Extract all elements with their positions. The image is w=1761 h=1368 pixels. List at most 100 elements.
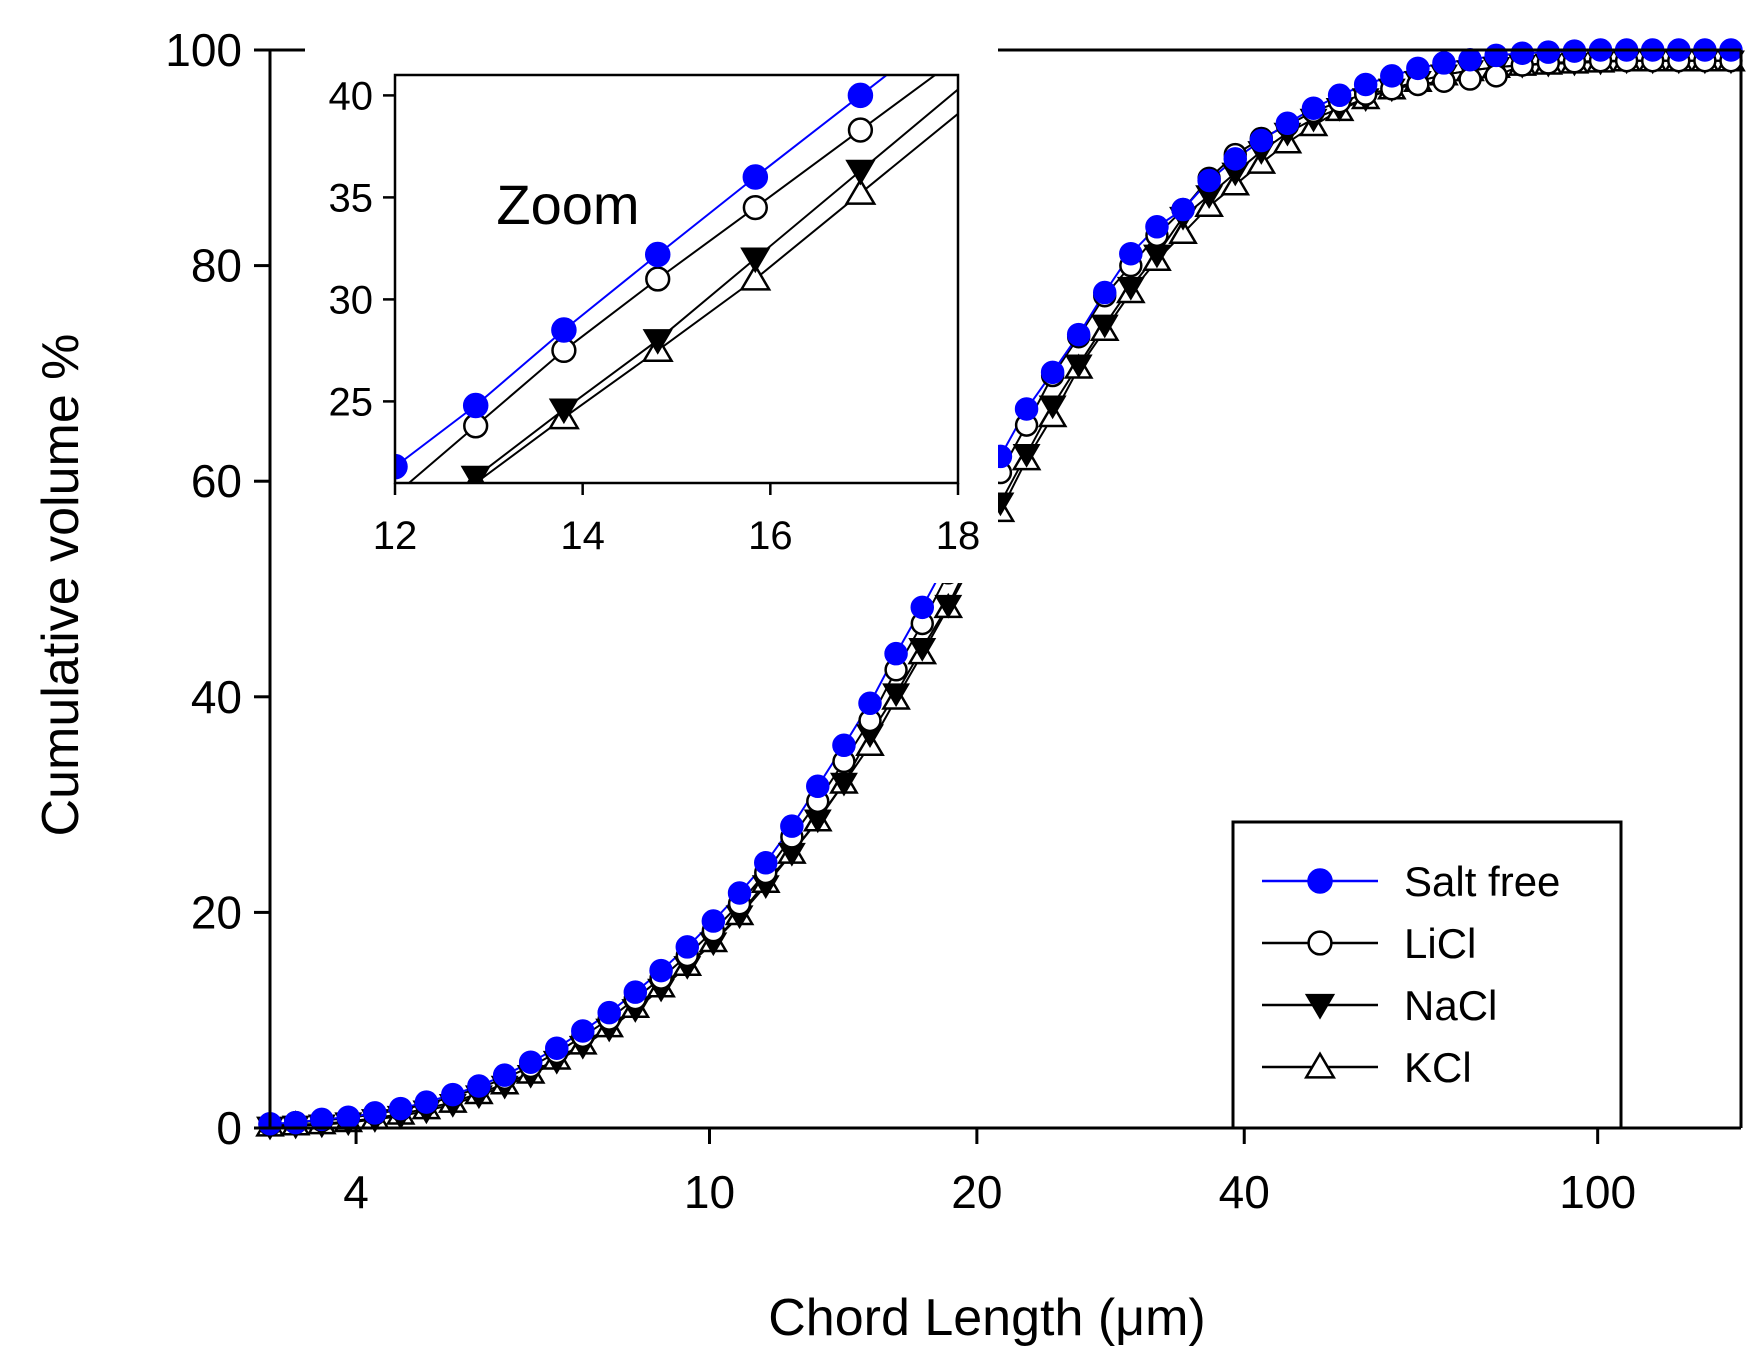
data-point-salt-free (1223, 147, 1248, 171)
y-axis-title: Cumulative volume % (32, 334, 90, 837)
inset-zoom-annotation: Zoom (496, 173, 639, 236)
data-point-salt-free (467, 1074, 491, 1098)
data-point-salt-free (363, 1101, 387, 1125)
inset-data-point-kcl (739, 263, 772, 291)
data-point-nacl (1038, 395, 1067, 420)
data-point-salt-free (1353, 72, 1378, 97)
legend-marker-licl (1307, 930, 1333, 956)
data-point-salt-free (1510, 41, 1535, 65)
data-point-kcl (1168, 218, 1198, 244)
y-tick-label: 20 (191, 886, 242, 938)
data-point-salt-free (884, 641, 908, 666)
data-point-salt-free (701, 909, 726, 933)
data-point-nacl (829, 772, 858, 797)
legend-marker-salt-free (1307, 868, 1333, 894)
data-point-salt-free (1014, 397, 1039, 421)
inset-data-point-salt-free (551, 317, 577, 343)
data-point-nacl (908, 638, 937, 662)
data-point-salt-free (571, 1019, 595, 1043)
inset-series-group (395, 75, 958, 483)
data-point-salt-free (1066, 322, 1091, 347)
data-point-salt-free (780, 814, 804, 838)
x-tick-label: 4 (343, 1166, 369, 1218)
data-point-salt-free (1119, 241, 1143, 266)
inset-data-point-licl (645, 266, 671, 292)
legend-label-nacl: NaCl (1404, 982, 1497, 1029)
inset-data-point-salt-free (644, 241, 671, 268)
data-point-salt-free (414, 1090, 439, 1114)
data-point-salt-free (597, 1000, 621, 1025)
inset-data-point-kcl (844, 177, 877, 205)
data-point-salt-free (1040, 360, 1065, 385)
data-point-salt-free (1432, 51, 1456, 75)
legend-marker-nacl (1304, 993, 1336, 1020)
data-point-salt-free (1092, 280, 1117, 305)
legend-label-salt-free: Salt free (1404, 858, 1560, 905)
legend-marker-kcl (1304, 1051, 1336, 1079)
data-point-salt-free (545, 1036, 569, 1060)
y-tick-label: 80 (191, 240, 242, 292)
data-point-salt-free (623, 980, 648, 1004)
inset-data-point-licl (742, 194, 768, 221)
inset-x-tick-label: 12 (373, 514, 418, 558)
x-tick-label: 20 (951, 1166, 1002, 1218)
inset-x-tick-label: 14 (560, 514, 605, 558)
data-point-salt-free (388, 1096, 413, 1121)
inset-data-point-salt-free (847, 82, 874, 109)
data-point-salt-free (675, 935, 700, 959)
data-point-salt-free (492, 1063, 517, 1087)
inset-y-tick-label: 35 (329, 176, 374, 220)
data-point-salt-free (1249, 128, 1274, 153)
data-point-salt-free (1171, 197, 1195, 222)
inset-series-line-salt-free (395, 75, 889, 468)
data-point-salt-free (806, 774, 830, 799)
data-point-salt-free (283, 1110, 308, 1135)
data-point-salt-free (1301, 96, 1326, 120)
data-point-salt-free (649, 958, 673, 983)
data-point-nacl (882, 683, 911, 708)
inset-frame (393, 73, 960, 485)
inset-data-point-salt-free (742, 164, 769, 190)
data-point-salt-free (310, 1107, 334, 1132)
legend-label-kcl: KCl (1404, 1044, 1472, 1091)
legend: Salt free LiCl NaCl KCl (1231, 820, 1623, 1130)
inset-y-tick-label: 30 (329, 278, 374, 322)
main-plot: 0 20 40 60 80 100 4 10 20 40 100 (165, 24, 1746, 1218)
data-point-salt-free (1275, 111, 1300, 136)
data-point-salt-free (441, 1082, 465, 1107)
inset-x-tick-label: 16 (748, 514, 793, 558)
x-tick-label: 40 (1219, 1166, 1270, 1218)
data-point-salt-free (1536, 40, 1561, 64)
y-tick-label: 60 (191, 455, 242, 507)
data-point-salt-free (1380, 64, 1404, 88)
legend-label-licl: LiCl (1404, 920, 1476, 967)
data-point-salt-free (1327, 83, 1352, 108)
inset-data-point-nacl (740, 247, 771, 274)
data-point-nacl (1090, 314, 1119, 339)
y-tick-label: 100 (165, 24, 242, 76)
data-point-salt-free (336, 1105, 361, 1129)
legend-box (1231, 820, 1623, 1130)
data-point-salt-free (858, 691, 882, 716)
x-axis-title: Chord Length (μm) (768, 1289, 1205, 1347)
data-point-salt-free (1484, 43, 1508, 68)
data-point-nacl (1012, 444, 1041, 468)
data-point-salt-free (910, 595, 935, 620)
inset-y-tick-label: 25 (329, 380, 374, 424)
inset-data-point-nacl (642, 329, 673, 355)
data-point-salt-free (1145, 215, 1169, 239)
x-tick-label: 100 (1559, 1166, 1636, 1218)
data-point-licl (1484, 64, 1508, 88)
data-point-salt-free (1197, 168, 1221, 193)
data-point-salt-free (727, 881, 752, 905)
inset-x-tick-label: 18 (936, 514, 981, 558)
x-tick-label: 10 (684, 1166, 735, 1218)
data-point-licl (1458, 67, 1482, 91)
data-point-nacl (934, 594, 963, 619)
inset-data-point-nacl (845, 159, 876, 186)
inset-data-point-salt-free (395, 453, 408, 480)
y-tick-label: 0 (216, 1102, 242, 1154)
data-point-salt-free (832, 733, 856, 758)
data-point-salt-free (518, 1050, 543, 1074)
